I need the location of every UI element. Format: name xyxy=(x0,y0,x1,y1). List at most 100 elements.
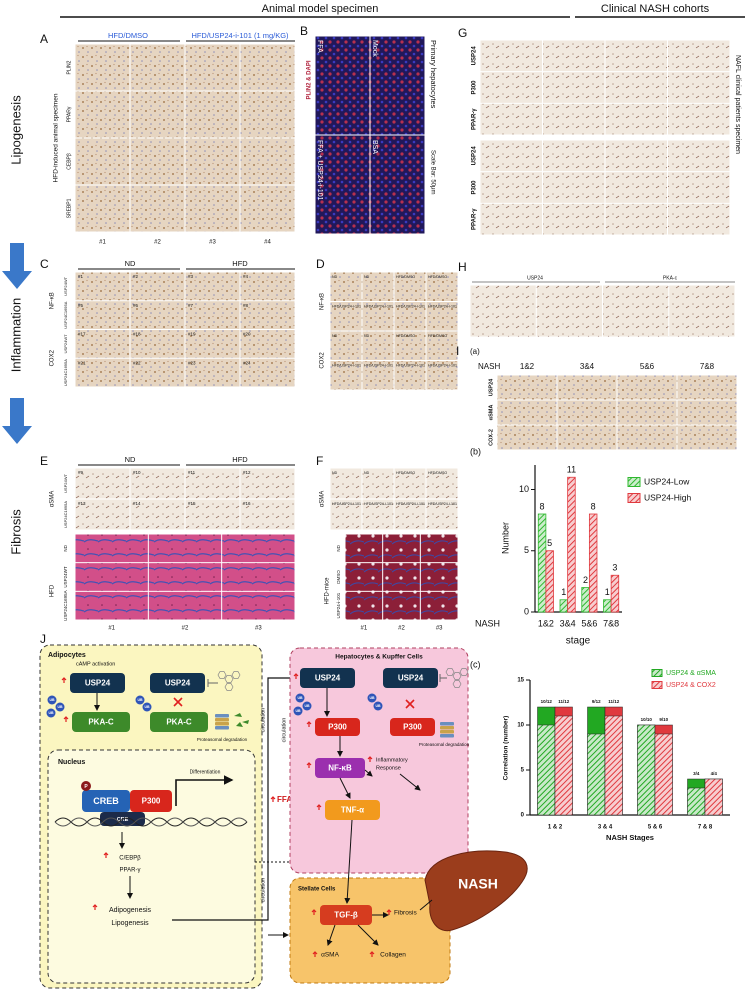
micrograph xyxy=(668,172,730,203)
micrograph xyxy=(480,40,542,72)
micrograph xyxy=(362,302,394,331)
micrograph xyxy=(185,91,240,138)
node-label: P300 xyxy=(403,723,422,732)
label: #14 xyxy=(133,501,141,506)
label: cAMP activation xyxy=(76,661,115,667)
label: #2 xyxy=(398,626,405,632)
x-tick-label: 1 & 2 xyxy=(548,825,563,831)
increase-arrow xyxy=(61,677,67,683)
label: 3&4 xyxy=(580,362,595,371)
label: Adipogenesis xyxy=(109,907,152,914)
micrograph xyxy=(605,103,667,135)
label: USP24WT xyxy=(63,566,68,588)
label: PPAR-γ xyxy=(120,868,141,874)
label: ND xyxy=(332,334,338,338)
label: ND xyxy=(336,544,341,551)
proteasome xyxy=(440,726,454,730)
micrograph xyxy=(480,203,542,235)
micrograph xyxy=(394,272,426,301)
micrograph xyxy=(497,375,557,400)
micrograph xyxy=(330,468,362,499)
bar-correlated xyxy=(604,715,623,816)
micrograph xyxy=(362,499,394,530)
micrograph xyxy=(536,285,602,337)
micrograph xyxy=(148,563,222,591)
inhibitor-molecule xyxy=(452,672,462,680)
node xyxy=(70,673,125,693)
label: #1 xyxy=(360,626,367,632)
label: Collagen xyxy=(380,952,406,959)
connector xyxy=(344,819,353,904)
micrograph xyxy=(543,72,605,103)
label: HFD xyxy=(50,584,56,597)
increase-arrow xyxy=(316,804,322,810)
micrograph xyxy=(185,499,240,530)
increase-arrow xyxy=(293,673,299,679)
label: HFD/USP24-i-101 xyxy=(332,363,361,367)
value-label: 3/4 xyxy=(693,771,700,776)
label: HFD/DMSO xyxy=(108,31,148,40)
label: Adipocytes xyxy=(48,652,86,659)
label: #11 xyxy=(188,470,196,475)
stage-arrow xyxy=(2,243,32,289)
value-label: 3 xyxy=(612,563,617,573)
micrograph xyxy=(370,36,425,135)
x-axis-prefix: NASH xyxy=(475,618,500,628)
label: UB xyxy=(295,709,301,713)
label: C/EBPβ xyxy=(119,856,141,862)
label: USP24 xyxy=(472,46,478,66)
value-label: 11/12 xyxy=(608,699,620,704)
label: UB xyxy=(57,705,63,709)
nucleus xyxy=(47,749,256,984)
label: USP24 xyxy=(472,146,478,166)
proteasome xyxy=(440,722,454,726)
label: HFD-induced animal specimen xyxy=(53,93,60,182)
micrograph xyxy=(185,330,240,358)
label: HFD-mice xyxy=(325,577,331,605)
micrograph xyxy=(426,331,458,360)
bar xyxy=(537,513,547,613)
micrograph xyxy=(470,285,536,337)
node-label: CRE xyxy=(117,817,129,823)
label: P300 xyxy=(472,80,478,95)
label: #20 xyxy=(243,332,251,337)
value-label: 8 xyxy=(591,501,596,511)
micrograph xyxy=(543,40,605,72)
micrograph xyxy=(362,361,394,390)
micrograph xyxy=(480,103,542,135)
micrograph xyxy=(240,91,295,138)
label: #1 xyxy=(78,274,84,279)
label: PPAR-γ xyxy=(472,108,478,130)
label: PKA-c xyxy=(663,275,678,281)
micrograph xyxy=(362,331,394,360)
increase-arrow xyxy=(306,721,312,727)
node-label: PKA-C xyxy=(166,718,192,727)
micrograph xyxy=(185,272,240,301)
micrograph xyxy=(668,103,730,135)
micrograph xyxy=(394,468,426,499)
label: Lipogenesis xyxy=(111,920,149,927)
panel-letter: D xyxy=(316,257,325,271)
label: NF-κB xyxy=(320,293,326,310)
ubiquitin xyxy=(367,693,377,703)
label: #3 xyxy=(255,626,262,632)
label: HFD/DMSO xyxy=(396,471,415,475)
micrograph xyxy=(605,203,667,235)
legend-swatch xyxy=(651,669,663,677)
label: (a) xyxy=(470,347,480,356)
increase-arrow xyxy=(92,904,98,910)
label: #21 xyxy=(78,360,86,365)
micrograph xyxy=(240,468,295,499)
micrograph xyxy=(617,400,677,425)
label: #19 xyxy=(188,332,196,337)
label: αSMA xyxy=(320,491,326,507)
label: HFD/USP24-i-101 xyxy=(428,304,457,308)
micrograph xyxy=(330,331,362,360)
label: HFD/DMSO xyxy=(396,275,415,279)
panel-letter: G xyxy=(458,26,467,40)
proteasome xyxy=(440,734,454,738)
micrograph xyxy=(420,534,458,563)
label: P xyxy=(84,784,88,790)
micrograph xyxy=(330,272,362,301)
connector xyxy=(419,899,433,911)
